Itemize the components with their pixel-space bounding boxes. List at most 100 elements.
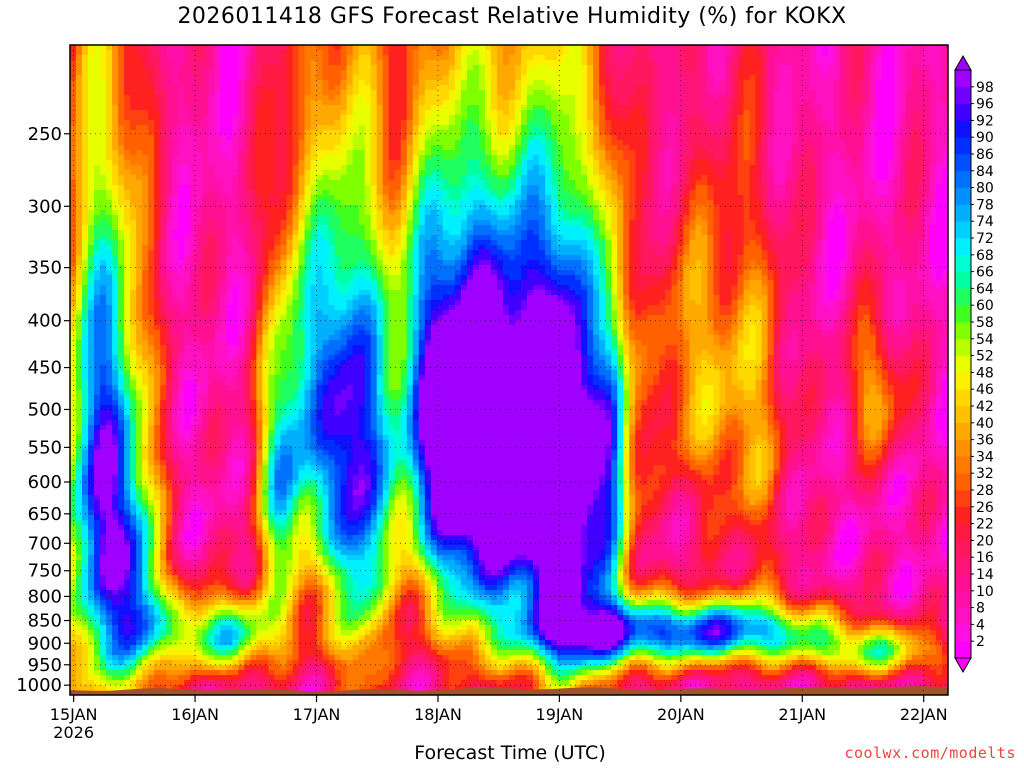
rh-cell: [268, 595, 276, 601]
rh-cell: [94, 105, 101, 111]
rh-cell: [292, 435, 300, 441]
rh-cell: [184, 225, 191, 231]
rh-cell: [196, 325, 203, 331]
rh-cell: [124, 145, 131, 151]
rh-cell: [190, 630, 197, 636]
rh-cell: [286, 590, 294, 596]
rh-cell: [112, 655, 119, 661]
rh-cell: [130, 165, 137, 171]
rh-cell: [232, 565, 239, 571]
rh-cell: [124, 615, 131, 621]
rh-cell: [172, 630, 179, 636]
rh-cell: [118, 355, 125, 361]
rh-cell: [214, 485, 221, 491]
rh-cell: [208, 260, 215, 266]
rh-cell: [172, 385, 179, 391]
rh-cell: [148, 190, 155, 196]
rh-cell: [172, 645, 179, 651]
rh-cell: [280, 205, 288, 211]
rh-cell: [256, 460, 264, 466]
rh-cell: [88, 625, 95, 631]
rh-cell: [172, 300, 179, 306]
rh-cell: [244, 50, 252, 56]
rh-cell: [238, 335, 245, 341]
rh-cell: [118, 570, 125, 576]
rh-cell: [250, 590, 258, 596]
rh-cell: [262, 280, 270, 286]
rh-cell: [220, 575, 227, 581]
rh-cell: [148, 445, 155, 451]
rh-cell: [292, 195, 300, 201]
rh-cell: [76, 215, 83, 221]
rh-cell: [244, 365, 252, 371]
rh-cell: [124, 555, 131, 561]
rh-cell: [238, 455, 245, 461]
rh-cell: [220, 640, 227, 646]
rh-cell: [268, 215, 276, 221]
rh-cell: [106, 195, 113, 201]
rh-cell: [274, 525, 282, 531]
rh-cell: [82, 255, 89, 261]
rh-cell: [250, 515, 258, 521]
rh-cell: [130, 555, 137, 561]
rh-cell: [214, 585, 221, 591]
rh-cell: [136, 370, 143, 376]
rh-cell: [136, 285, 143, 291]
rh-cell: [256, 285, 264, 291]
rh-cell: [250, 310, 258, 316]
rh-cell: [94, 310, 101, 316]
rh-cell: [124, 500, 131, 506]
rh-cell: [136, 255, 143, 261]
rh-cell: [160, 385, 167, 391]
rh-cell: [190, 580, 197, 586]
rh-cell: [154, 110, 161, 116]
rh-cell: [112, 220, 119, 226]
rh-cell: [292, 585, 300, 591]
rh-cell: [160, 45, 167, 51]
rh-cell: [280, 515, 288, 521]
rh-cell: [172, 90, 179, 96]
rh-cell: [190, 545, 197, 551]
rh-cell: [226, 280, 233, 286]
rh-cell: [250, 680, 258, 686]
rh-cell: [220, 380, 227, 386]
rh-cell: [166, 185, 173, 191]
rh-cell: [88, 630, 95, 636]
rh-cell: [286, 505, 294, 511]
rh-cell: [220, 195, 227, 201]
rh-cell: [70, 310, 77, 316]
rh-cell: [238, 395, 245, 401]
rh-cell: [166, 445, 173, 451]
rh-cell: [118, 505, 125, 511]
rh-cell: [298, 75, 306, 81]
rh-cell: [148, 225, 155, 231]
rh-cell: [196, 360, 203, 366]
rh-cell: [112, 315, 119, 321]
rh-cell: [286, 180, 294, 186]
rh-cell: [148, 175, 155, 181]
rh-cell: [166, 215, 173, 221]
rh-cell: [82, 105, 89, 111]
rh-cell: [238, 375, 245, 381]
rh-cell: [88, 545, 95, 551]
rh-cell: [214, 115, 221, 121]
rh-cell: [184, 160, 191, 166]
rh-cell: [76, 355, 83, 361]
rh-cell: [82, 400, 89, 406]
rh-cell: [142, 195, 149, 201]
rh-cell: [166, 110, 173, 116]
rh-cell: [274, 185, 282, 191]
rh-cell: [160, 435, 167, 441]
rh-cell: [106, 600, 113, 606]
rh-cell: [142, 380, 149, 386]
rh-cell: [112, 435, 119, 441]
rh-cell: [286, 560, 294, 566]
rh-cell: [280, 45, 288, 51]
rh-cell: [154, 450, 161, 456]
rh-cell: [208, 430, 215, 436]
rh-cell: [214, 335, 221, 341]
rh-cell: [124, 530, 131, 536]
rh-cell: [112, 305, 119, 311]
rh-cell: [154, 595, 161, 601]
rh-cell: [88, 360, 95, 366]
